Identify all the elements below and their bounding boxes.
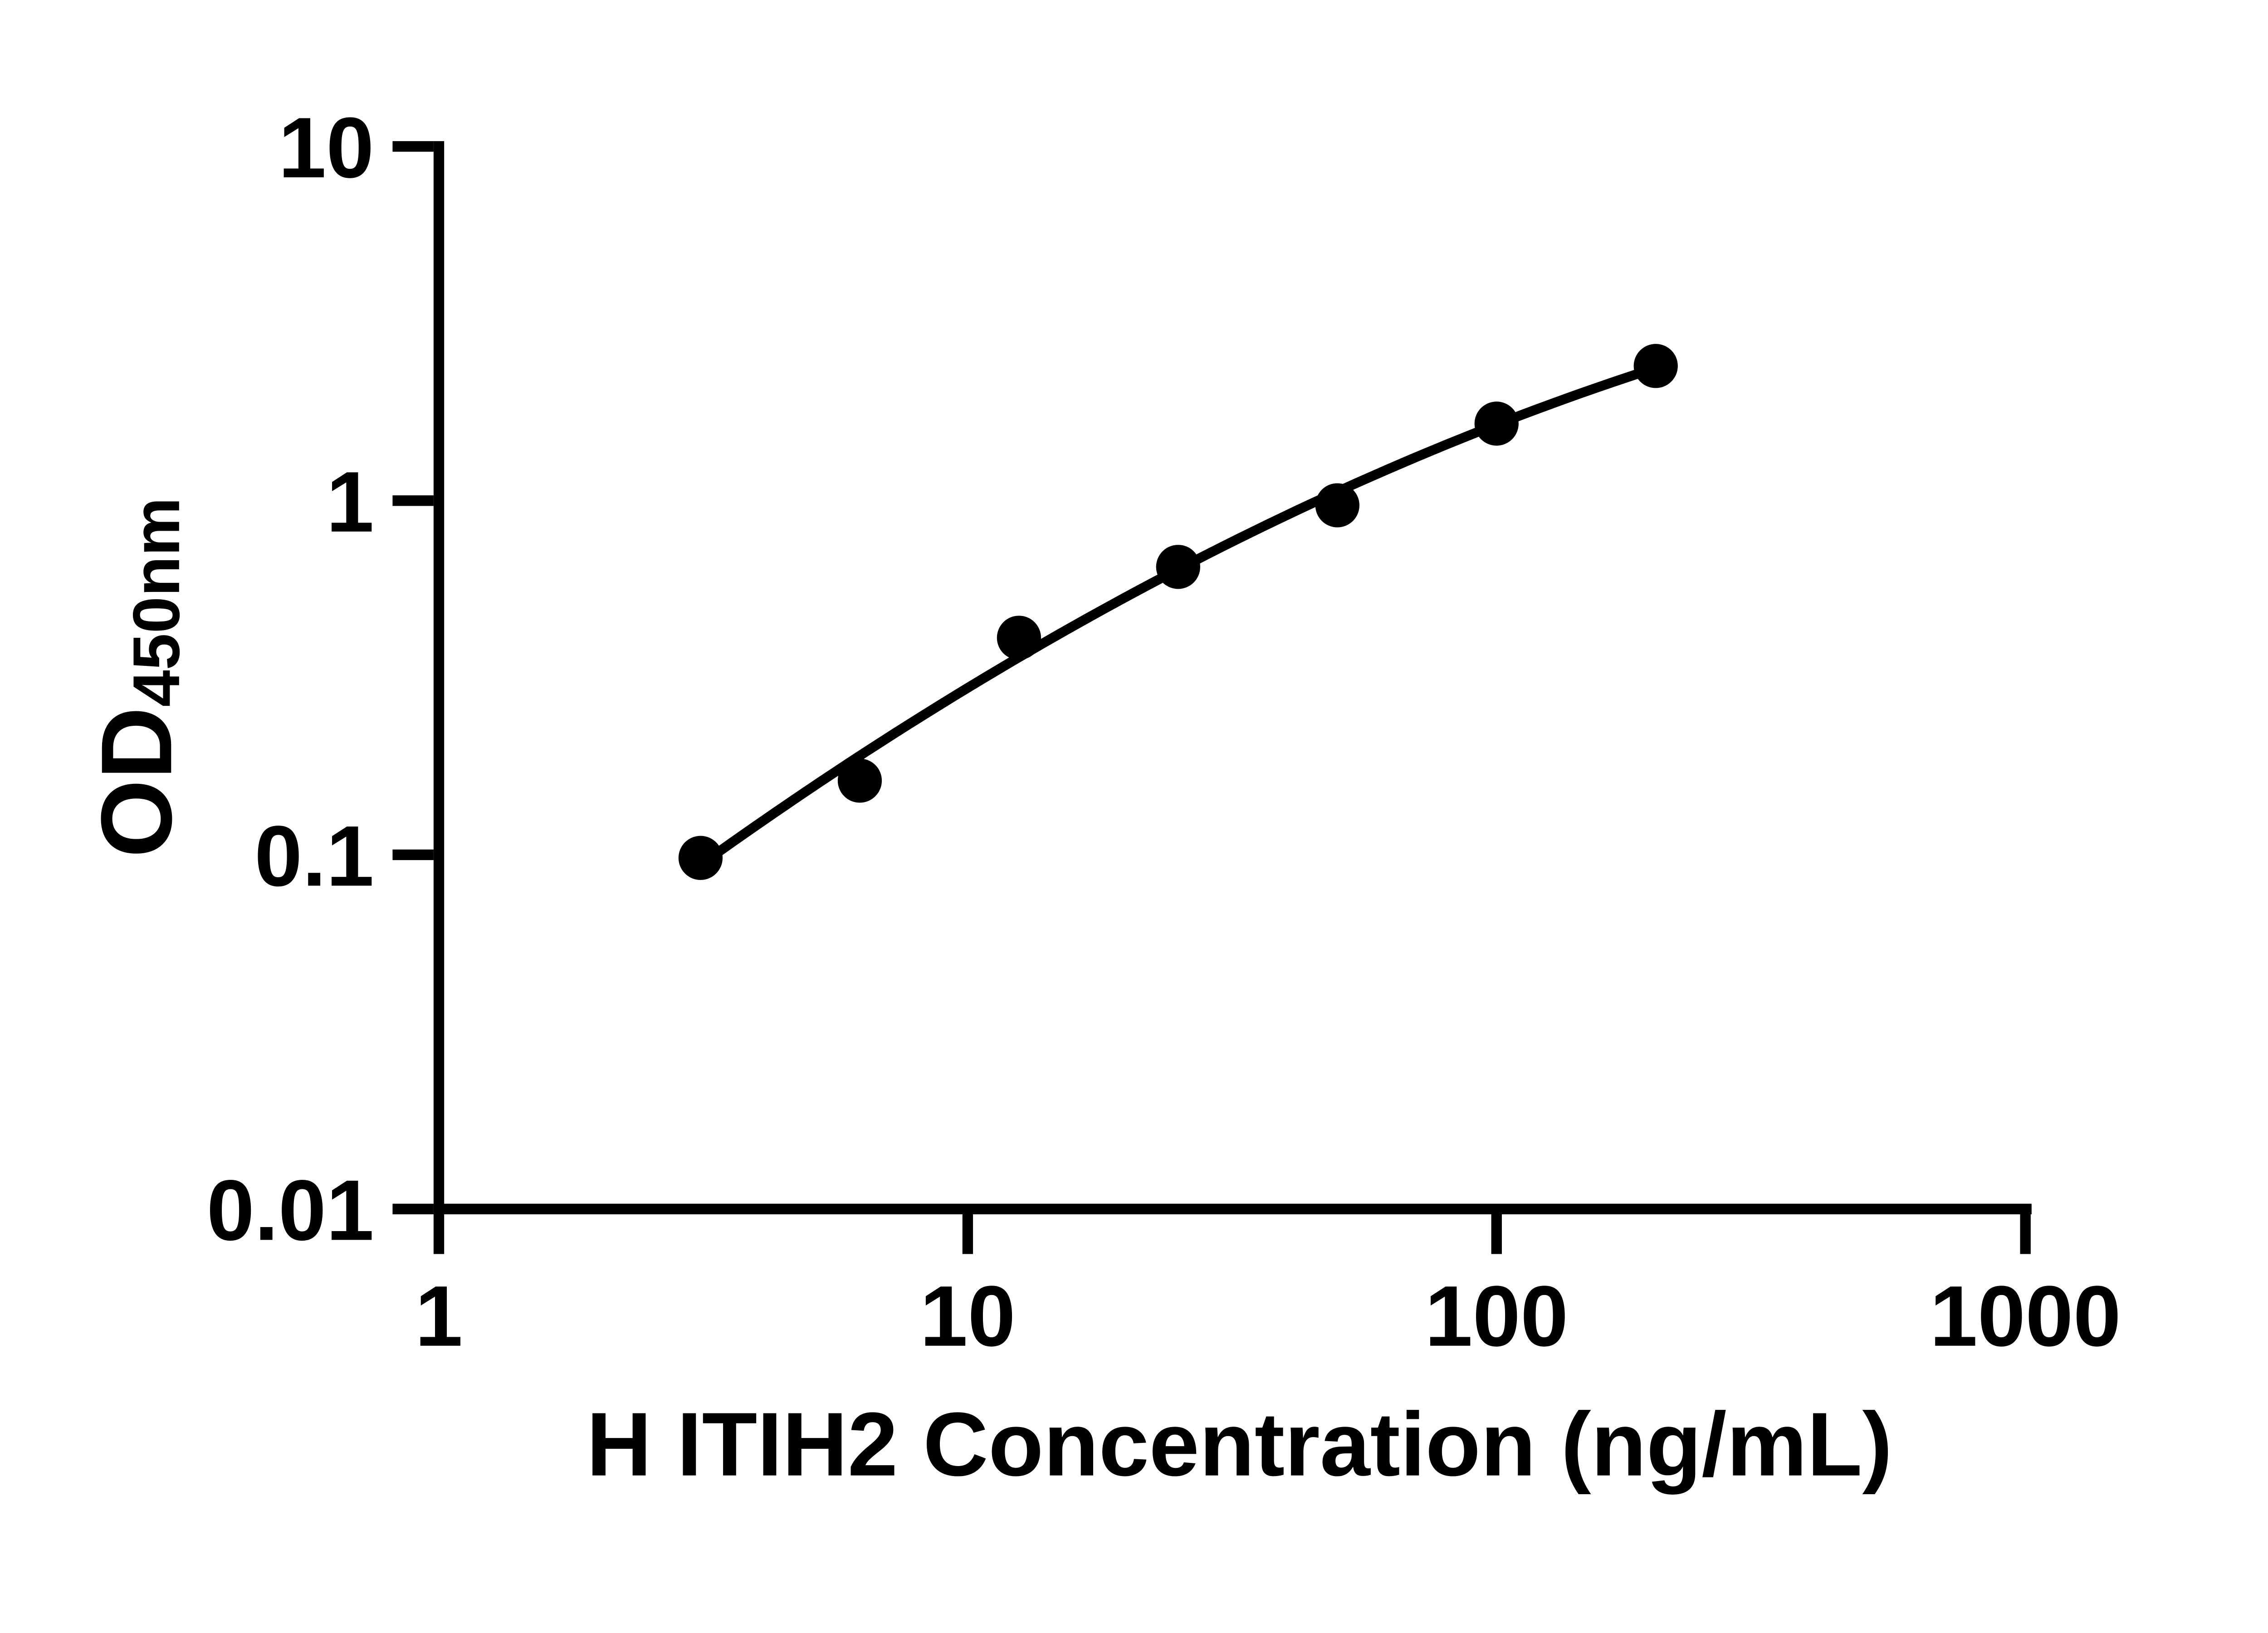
- y-tick-label: 10: [279, 100, 374, 196]
- data-point: [1156, 545, 1200, 589]
- y-axis-title: OD450nm: [80, 497, 193, 858]
- data-point: [997, 616, 1041, 660]
- x-tick-label: 1: [415, 1268, 463, 1364]
- x-axis-tick-labels: 1 10 100 1000: [415, 1268, 2121, 1364]
- x-tick-label: 100: [1425, 1268, 1568, 1364]
- x-axis-title: H ITIH2 Concentration (ng/mL): [587, 1394, 1892, 1495]
- x-tick-label: 1000: [1930, 1268, 2121, 1364]
- x-axis-ticks: [433, 1209, 2031, 1254]
- y-tick-label: 0.1: [254, 808, 374, 905]
- data-point: [678, 836, 723, 880]
- data-point: [1474, 401, 1519, 446]
- y-tick-label: 0.01: [207, 1162, 374, 1258]
- y-tick-label: 1: [326, 454, 374, 550]
- y-axis-title-main: OD: [80, 707, 192, 858]
- chart-canvas: 10 1 0.1 0.01 1 10 100 1000 H ITIH2 Concentrat…: [80, 99, 2121, 1495]
- y-axis-title-subscript: 450nm: [119, 497, 193, 707]
- y-axis-ticks: [392, 141, 434, 1214]
- data-point: [1315, 483, 1359, 528]
- y-axis-tick-labels: 10 1 0.1 0.01: [207, 100, 374, 1258]
- data-points: [678, 344, 1678, 880]
- data-point: [1633, 344, 1678, 388]
- figure: 10 1 0.1 0.01 1 10 100 1000 H ITIH2 Concentrat…: [80, 99, 2121, 1495]
- data-point: [837, 758, 882, 803]
- x-tick-label: 10: [920, 1268, 1016, 1364]
